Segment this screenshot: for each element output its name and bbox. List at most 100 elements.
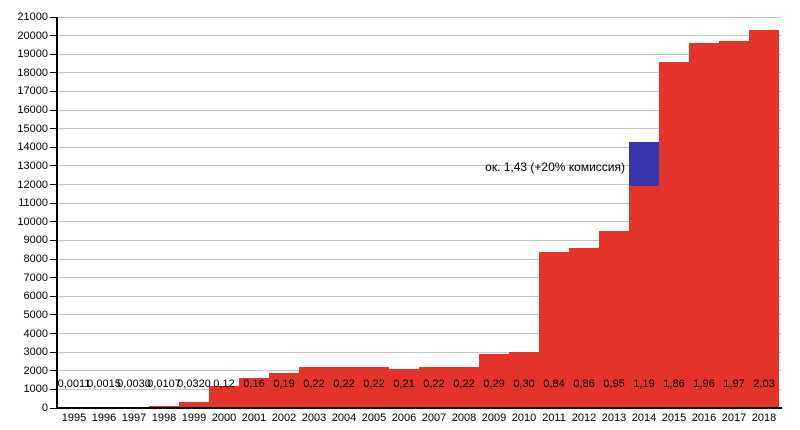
y-axis-label: 7000	[23, 271, 48, 284]
bar	[629, 186, 659, 408]
bar	[509, 352, 539, 408]
bar-value-label: 1,19	[633, 378, 655, 390]
gridline	[57, 128, 781, 130]
bar-value-label: 0,95	[603, 378, 625, 390]
y-axis-line	[56, 17, 58, 409]
y-axis-label: 21000	[17, 11, 48, 23]
bar	[449, 367, 479, 408]
bar	[239, 378, 269, 408]
bar-value-label: 1,97	[723, 378, 745, 390]
x-axis-label: 2004	[331, 412, 357, 424]
y-axis-tick	[50, 35, 57, 37]
x-axis-label: 2006	[391, 412, 417, 424]
gridline	[57, 184, 781, 186]
x-axis-label: 2008	[451, 412, 477, 424]
bar	[539, 251, 569, 408]
bar-value-label: 0,22	[333, 378, 355, 390]
bar-value-label: 0,30	[513, 378, 535, 390]
bar	[359, 367, 389, 408]
y-axis-label: 17000	[17, 85, 48, 98]
gridline	[57, 277, 781, 279]
y-axis-tick	[50, 128, 57, 130]
bar	[719, 41, 749, 408]
bar	[419, 367, 449, 408]
bar	[659, 61, 689, 408]
bar-value-label: 0,16	[243, 378, 265, 390]
gridline	[57, 72, 781, 74]
bar-value-label: 0,22	[423, 378, 445, 390]
y-axis-tick	[50, 146, 57, 148]
y-axis-tick	[50, 165, 57, 167]
y-axis-label: 5000	[23, 308, 48, 321]
bar-value-label: 1,96	[693, 378, 715, 390]
bar-value-label: 0,0015	[87, 378, 121, 390]
y-axis-label: 16000	[17, 104, 48, 117]
y-axis-label: 9000	[23, 234, 48, 247]
x-axis-label: 2012	[571, 412, 597, 424]
y-axis-label: 18000	[17, 66, 48, 79]
y-axis-tick	[50, 53, 57, 55]
y-axis-tick	[50, 295, 57, 297]
y-axis-tick	[50, 221, 57, 223]
y-axis-tick	[50, 277, 57, 279]
bar-value-label: 0,21	[393, 378, 415, 390]
y-axis-tick	[50, 314, 57, 316]
bar-value-label: 0,22	[303, 378, 325, 390]
gridline	[57, 16, 781, 18]
y-axis-tick	[50, 202, 57, 204]
gridline	[57, 90, 781, 92]
y-axis-tick	[50, 72, 57, 74]
y-axis-tick	[50, 407, 57, 409]
bar-value-label: 0,19	[273, 378, 295, 390]
bar	[479, 354, 509, 408]
x-axis-label: 2003	[301, 412, 327, 424]
gridline	[57, 351, 781, 353]
y-axis-tick	[50, 333, 57, 335]
commission-segment	[629, 141, 659, 187]
bar-value-label: 0,0011	[57, 378, 91, 390]
x-axis-label: 2010	[511, 412, 537, 424]
gridline	[57, 221, 781, 223]
x-axis-label: 2015	[661, 412, 687, 424]
y-axis-tick	[50, 370, 57, 372]
bar	[149, 406, 179, 408]
y-axis-label: 2000	[23, 364, 48, 377]
x-axis-label: 2002	[271, 412, 297, 424]
bar-value-label: 0,0030	[117, 378, 151, 390]
y-axis-label: 13000	[17, 159, 48, 172]
bar-value-label: 0,0107	[147, 378, 181, 390]
gridline	[57, 165, 781, 167]
x-axis-label: 2014	[631, 412, 657, 424]
y-axis-tick	[50, 351, 57, 353]
bar	[389, 368, 419, 408]
x-axis-line	[56, 407, 782, 409]
y-axis-tick	[50, 109, 57, 111]
bar	[269, 372, 299, 408]
y-axis-label: 3000	[23, 346, 48, 359]
x-axis-label: 1996	[91, 412, 117, 424]
x-axis-label: 2007	[421, 412, 447, 424]
bar	[179, 402, 209, 408]
x-axis-label: 2017	[721, 412, 747, 424]
x-axis-label: 2016	[691, 412, 717, 424]
gridline	[57, 239, 781, 241]
y-axis-label: 19000	[17, 48, 48, 61]
bar	[329, 367, 359, 408]
y-axis-label: 15000	[17, 122, 48, 135]
gridline	[57, 295, 781, 297]
y-axis-label: 12000	[17, 178, 48, 191]
bar-value-label: 0,22	[453, 378, 475, 390]
x-axis-label: 2000	[211, 412, 237, 424]
y-axis-tick	[50, 184, 57, 186]
bar	[209, 385, 239, 408]
bar-value-label: 0,86	[573, 378, 595, 390]
x-axis-label: 1995	[61, 412, 87, 424]
bar-value-label: 0,0320	[177, 378, 211, 390]
y-axis-label: 4000	[23, 327, 48, 340]
annotation-commission: ок. 1,43 (+20% комиссия)	[485, 160, 625, 174]
bar	[599, 231, 629, 408]
x-axis-label: 1998	[151, 412, 177, 424]
bar-value-label: 2,03	[753, 378, 775, 390]
